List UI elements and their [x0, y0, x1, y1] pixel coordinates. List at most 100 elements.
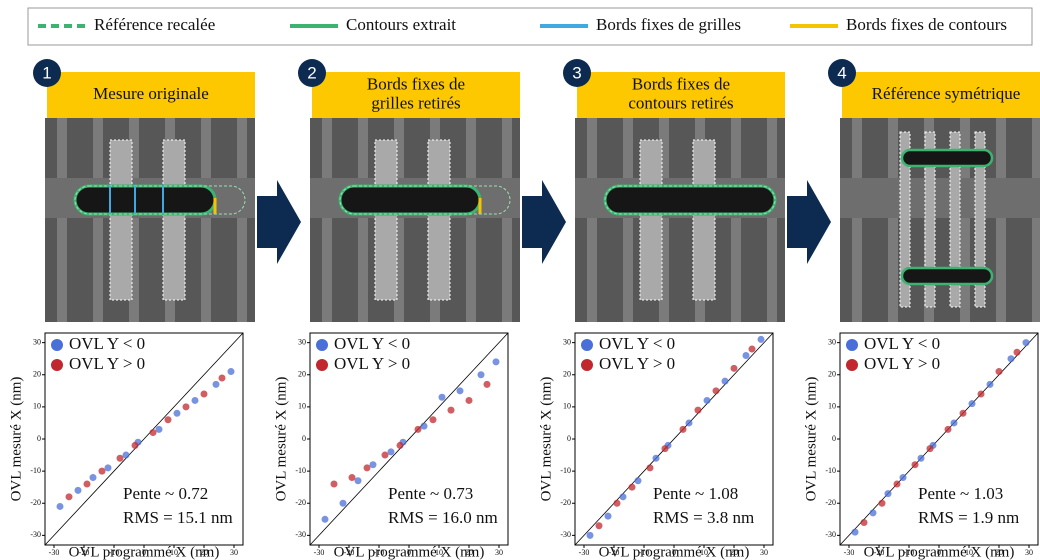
annotation: RMS = 15.1 nm: [123, 508, 233, 527]
scatter-point: [65, 493, 73, 501]
scatter-point: [173, 409, 181, 417]
panel-badge: [563, 59, 591, 87]
panel-title: Référence symétrique: [872, 84, 1021, 103]
annotation: Pente ~ 0.73: [388, 484, 473, 503]
contour: [900, 266, 994, 286]
sem-line: [57, 118, 67, 322]
legend-marker: [846, 359, 858, 371]
scatter-point: [191, 396, 199, 404]
annotation: RMS = 1.9 nm: [918, 508, 1019, 527]
scatter-point: [869, 509, 877, 517]
scatter-point: [369, 461, 377, 469]
scatter-point: [851, 528, 859, 536]
x-tick-label: 10: [435, 548, 443, 557]
scatter-point: [917, 454, 925, 462]
scatter-point: [1013, 348, 1021, 356]
reference: [339, 185, 511, 215]
x-tick-label: -20: [609, 548, 620, 557]
scatter-point: [586, 531, 594, 539]
panel-title: Bords fixes de: [367, 74, 465, 93]
scatter-point: [330, 480, 338, 488]
scatter-point: [703, 396, 711, 404]
sem-line: [587, 118, 597, 322]
scatter-point: [634, 477, 642, 485]
scatter-point: [712, 387, 720, 395]
scatter-point: [884, 490, 892, 498]
y-tick-label: 30: [33, 337, 41, 346]
legend-label: OVL Y > 0: [334, 354, 410, 373]
x-tick-label: 0: [142, 548, 146, 557]
sem-line: [731, 118, 741, 322]
scatter-point: [354, 477, 362, 485]
scatter-point: [742, 351, 750, 359]
scatter-point: [685, 419, 693, 427]
legend-label: OVL Y < 0: [69, 334, 145, 353]
legend-label: Contours extrait: [346, 15, 456, 34]
legend-box: [27, 7, 1033, 46]
title-box: [312, 72, 520, 118]
scatter-point: [131, 441, 139, 449]
scatter-point: [363, 464, 371, 472]
scatter-point: [227, 368, 235, 376]
x-tick-label: -20: [344, 548, 355, 557]
panel-badge: [33, 59, 61, 87]
reference: [74, 185, 246, 215]
sem-line: [322, 118, 332, 322]
legend-marker: [51, 359, 63, 371]
annotation: RMS = 3.8 nm: [653, 508, 754, 527]
legend-label: Référence recalée: [94, 15, 215, 34]
panel-number: 2: [307, 63, 316, 82]
panel-badge: [298, 59, 326, 87]
scatter-point: [619, 493, 627, 501]
gate: [974, 131, 986, 308]
legend-marker: [316, 359, 328, 371]
gate: [924, 131, 936, 308]
y-tick-label: 10: [563, 402, 571, 411]
sem-image: [310, 118, 520, 322]
y-tick-label: 30: [563, 337, 571, 346]
gate: [427, 139, 451, 301]
y-tick-label: 30: [828, 337, 836, 346]
scatter-point: [74, 486, 82, 494]
scatter-point: [899, 474, 907, 482]
sem-line: [237, 118, 247, 322]
scatter-point: [182, 403, 190, 411]
sem-line: [852, 118, 862, 322]
scatter-point: [89, 474, 97, 482]
scatter-point: [447, 406, 455, 414]
scatter-point: [661, 445, 669, 453]
scatter-point: [911, 461, 919, 469]
scatter-point: [483, 380, 491, 388]
annotation: Pente ~ 0.72: [123, 484, 208, 503]
scatter-point: [56, 502, 64, 510]
scatter-point: [339, 499, 347, 507]
x-axis-label: OVL programmé X (nm): [69, 544, 220, 560]
x-tick-label: -10: [374, 548, 385, 557]
panel-number: 3: [572, 63, 581, 82]
identity-line: [44, 332, 244, 546]
scatter-point: [164, 416, 172, 424]
x-axis-label: OVL programmé X (nm): [599, 544, 750, 560]
x-tick-label: -30: [314, 548, 325, 557]
legend-label: Bords fixes de contours: [846, 15, 1007, 34]
scatter-point: [748, 345, 756, 353]
x-tick-label: -10: [109, 548, 120, 557]
panel-title: grilles retirés: [371, 93, 460, 112]
y-tick-label: -10: [560, 466, 571, 475]
scatter-point: [155, 425, 163, 433]
legend-label: OVL Y < 0: [334, 334, 410, 353]
sem-line: [623, 118, 633, 322]
x-tick-label: 0: [937, 548, 941, 557]
scatter-point: [420, 422, 428, 430]
y-tick-label: 20: [563, 370, 571, 379]
scatter-point: [396, 441, 404, 449]
x-tick-label: 10: [965, 548, 973, 557]
x-tick-label: 30: [1025, 548, 1033, 557]
sem-line: [888, 118, 898, 322]
panel-title: Mesure originale: [93, 84, 209, 103]
sem-line: [93, 118, 103, 322]
scatter-point: [878, 499, 886, 507]
y-tick-label: -30: [295, 530, 306, 539]
